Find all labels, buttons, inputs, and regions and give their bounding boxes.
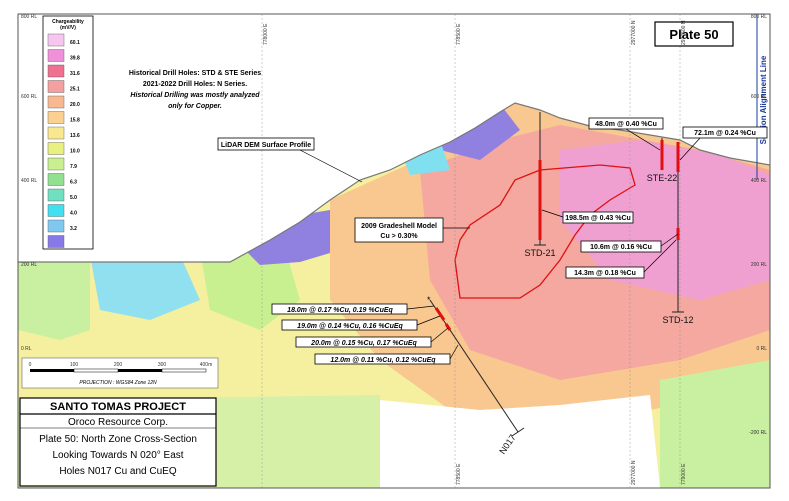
intercepts bbox=[271, 117, 768, 365]
axis-label: 600 RL bbox=[21, 94, 37, 100]
scale-tick: 200 bbox=[114, 362, 123, 368]
note: only for Copper. bbox=[168, 103, 222, 110]
drill-holes: * bbox=[427, 112, 684, 437]
scale-bar bbox=[21, 357, 219, 389]
legend-swatch bbox=[47, 111, 65, 124]
company: Oroco Resource Corp. bbox=[68, 417, 168, 428]
axis-label: 200 RL bbox=[21, 262, 37, 268]
callout: LiDAR DEM Surface Profile bbox=[221, 142, 311, 149]
axis-label: 200 RL bbox=[751, 262, 767, 268]
legend-swatch bbox=[47, 157, 65, 171]
callout-box bbox=[217, 137, 315, 151]
callout: Cu > 0.30% bbox=[380, 233, 418, 240]
project: SANTO TOMAS PROJECT bbox=[50, 401, 186, 413]
legend-label: 20.0 bbox=[70, 102, 80, 108]
title-line: Plate 50: North Zone Cross-Section bbox=[39, 434, 197, 445]
legend-swatch bbox=[47, 188, 65, 202]
legend-swatch bbox=[47, 80, 65, 93]
legend-label: 31.6 bbox=[70, 71, 80, 77]
plate: Plate 50 bbox=[669, 27, 718, 42]
axis-label: 2977000 N bbox=[631, 460, 637, 485]
legend-label: 60.1 bbox=[70, 40, 80, 46]
legend-title: Chargeability bbox=[52, 19, 84, 25]
scale-tick: 100 bbox=[70, 362, 79, 368]
projection: PROJECTION : WGS84 Zone 12N bbox=[79, 380, 157, 386]
leaders bbox=[406, 128, 701, 360]
surface-profile bbox=[18, 102, 771, 263]
plate-box bbox=[654, 21, 734, 47]
legend-swatch bbox=[47, 95, 65, 109]
legend-label: 5.0 bbox=[70, 195, 77, 201]
chargeability-model bbox=[18, 103, 770, 488]
scale-tick: 400m bbox=[200, 362, 213, 368]
legend-swatch bbox=[47, 64, 65, 78]
legend-swatch bbox=[47, 173, 65, 186]
intercept-label: 72.1m @ 0.24 %Cu bbox=[694, 130, 756, 137]
title-block bbox=[19, 397, 217, 487]
axis-label: 778000 E bbox=[263, 23, 269, 45]
legend-label: 10.0 bbox=[70, 149, 80, 155]
frame bbox=[17, 13, 771, 489]
axis-label: 778500 E bbox=[456, 23, 462, 45]
intercept-label: 19.0m @ 0.14 %Cu, 0.16 %CuEq bbox=[297, 323, 403, 330]
axis-label: 400 RL bbox=[21, 178, 37, 184]
side-label: Section Alignment Line bbox=[759, 55, 768, 144]
title-line: Looking Towards N 020° East bbox=[52, 450, 183, 461]
intercept-label: 18.0m @ 0.17 %Cu, 0.19 %CuEq bbox=[287, 307, 393, 314]
axis-label: 800 RL bbox=[21, 14, 37, 20]
intercept-label: 12.0m @ 0.11 %Cu, 0.12 %CuEq bbox=[330, 357, 436, 364]
legend-label: 39.8 bbox=[70, 56, 80, 62]
intercept-label: 14.3m @ 0.18 %Cu bbox=[574, 270, 636, 277]
axis-label: -200 RL bbox=[749, 430, 767, 436]
scale-tick: 0 bbox=[29, 362, 32, 368]
axis-label: 779000 E bbox=[681, 463, 687, 485]
axis-label: 600 RL bbox=[751, 94, 767, 100]
legend-unit: (mV/V) bbox=[60, 25, 76, 31]
intercept-label: 20.0m @ 0.15 %Cu, 0.17 %CuEq bbox=[310, 340, 417, 347]
note: Historical Drill Holes: STD & STE Series bbox=[129, 70, 261, 77]
callout: 2009 Gradeshell Model bbox=[361, 223, 437, 230]
legend-label: 3.2 bbox=[70, 226, 77, 232]
legend-label: 15.8 bbox=[70, 118, 80, 124]
axis-label: 0 RL bbox=[21, 346, 32, 352]
hole-label: STD-12 bbox=[662, 315, 693, 325]
legend-swatch bbox=[47, 204, 65, 217]
axis-label: 0 RL bbox=[756, 346, 767, 352]
legend-label: 4.0 bbox=[70, 211, 77, 217]
legend-swatch bbox=[47, 142, 65, 155]
legend-label: 6.3 bbox=[70, 180, 77, 186]
legend-label: 7.9 bbox=[70, 164, 77, 170]
axis-label: 2977500 N bbox=[681, 20, 687, 45]
legend-label: 13.6 bbox=[70, 133, 80, 139]
axis-label: 778500 E bbox=[456, 463, 462, 485]
gradeshell bbox=[454, 164, 636, 299]
legend-swatch bbox=[47, 126, 65, 140]
legend-swatch bbox=[47, 219, 65, 233]
note: Historical Drilling was mostly analyzed bbox=[130, 92, 260, 99]
intercept-label: 10.6m @ 0.16 %Cu bbox=[590, 244, 652, 251]
legend-label: 25.1 bbox=[70, 87, 80, 93]
svg-text:*: * bbox=[427, 295, 431, 305]
axis-label: 2977000 N bbox=[631, 20, 637, 45]
title-line: Holes N017 Cu and CuEQ bbox=[59, 466, 177, 477]
legend-swatch bbox=[47, 49, 65, 62]
callout-box bbox=[354, 217, 444, 243]
intercept-label: 198.5m @ 0.43 %Cu bbox=[565, 215, 631, 222]
axis-label: 800 RL bbox=[751, 14, 767, 20]
scale-tick: 300 bbox=[158, 362, 167, 368]
intercept-label: 48.0m @ 0.40 %Cu bbox=[595, 121, 657, 128]
legend: Chargeability (mV/V) 60.1 39.8 31.6 25.1 20.… bbox=[42, 15, 94, 250]
axis-label: 400 RL bbox=[751, 178, 767, 184]
legend-swatch bbox=[47, 33, 65, 47]
note: 2021-2022 Drill Holes: N Series. bbox=[143, 81, 247, 88]
hole-label: STD-21 bbox=[524, 248, 555, 258]
legend-swatch bbox=[47, 235, 65, 248]
hole-label: STE-22 bbox=[647, 173, 678, 183]
